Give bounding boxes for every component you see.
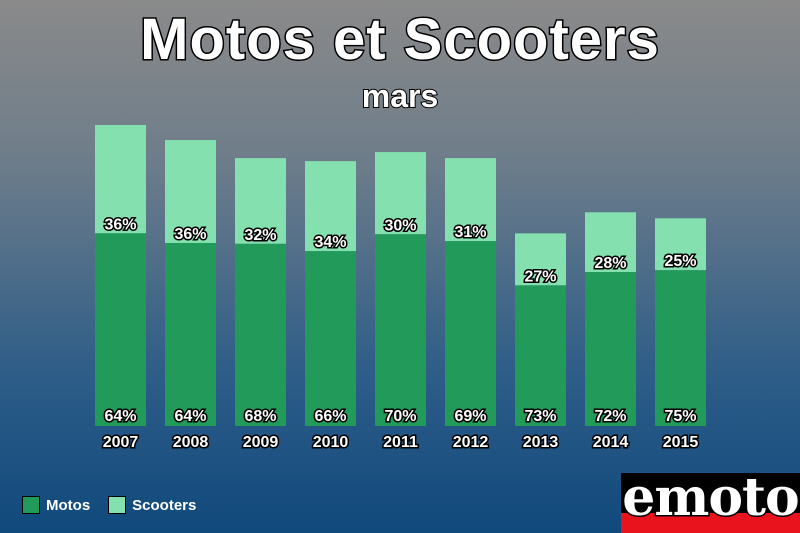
label-scooters-2010: 34% <box>314 234 346 251</box>
label-scooters-2009: 32% <box>244 227 276 244</box>
label-motos-2014: 72% <box>594 408 626 425</box>
label-scooters-2014: 28% <box>594 255 626 272</box>
legend-item-motos: Motos <box>22 496 90 514</box>
chart-subtitle: mars <box>361 77 440 115</box>
label-motos-2008: 64% <box>174 408 206 425</box>
emoto-logo: emoto <box>621 473 800 533</box>
label-scooters-2007: 36% <box>104 216 136 233</box>
label-motos-2011: 70% <box>384 408 416 425</box>
bar-motos-2008 <box>165 242 216 426</box>
bar-scooters-2008 <box>165 140 216 243</box>
bar-motos-2013 <box>515 285 566 426</box>
bar-scooters-2015 <box>655 218 706 271</box>
label-motos-2012: 69% <box>454 408 486 425</box>
x-tick-2014: 2014 <box>593 434 629 451</box>
logo-wordmark: emoto <box>621 473 800 530</box>
label-motos-2015: 75% <box>664 408 696 425</box>
x-tick-2009: 2009 <box>243 434 279 451</box>
label-motos-2009: 68% <box>244 408 276 425</box>
legend: Motos Scooters <box>22 496 214 514</box>
chart-title: Motos et Scooters <box>139 6 661 74</box>
legend-label-scooters: Scooters <box>132 496 197 514</box>
legend-swatch-motos <box>22 496 40 514</box>
label-scooters-2012: 31% <box>454 224 486 241</box>
x-tick-2008: 2008 <box>173 434 209 451</box>
x-tick-2013: 2013 <box>523 434 559 451</box>
x-tick-2012: 2012 <box>453 434 489 451</box>
logo-red-band <box>621 513 800 533</box>
legend-label-motos: Motos <box>46 496 91 514</box>
bar-scooters-2013 <box>515 233 566 286</box>
bar-scooters-2007 <box>95 125 146 234</box>
label-motos-2007: 64% <box>104 408 136 425</box>
legend-swatch-scooters <box>108 496 127 514</box>
bar-motos-2010 <box>305 251 356 426</box>
bar-motos-2015 <box>655 270 706 426</box>
bar-motos-2014 <box>585 272 636 426</box>
bar-motos-2012 <box>445 241 496 426</box>
bar-motos-2011 <box>375 234 426 426</box>
x-tick-2015: 2015 <box>663 434 699 451</box>
label-scooters-2011: 30% <box>384 217 416 234</box>
label-scooters-2013: 27% <box>524 268 556 285</box>
label-scooters-2015: 25% <box>664 253 696 270</box>
label-motos-2010: 66% <box>314 408 346 425</box>
bar-scooters-2010 <box>305 161 356 252</box>
bar-scooters-2011 <box>375 152 426 235</box>
x-tick-2007: 2007 <box>103 434 139 451</box>
bar-scooters-2009 <box>235 158 286 244</box>
label-motos-2013: 73% <box>524 408 556 425</box>
x-tick-2011: 2011 <box>383 434 418 451</box>
legend-item-scooters: Scooters <box>108 496 196 514</box>
bar-scooters-2012 <box>445 158 496 242</box>
bar-motos-2009 <box>235 243 286 426</box>
bar-motos-2007 <box>95 233 146 426</box>
label-scooters-2008: 36% <box>174 226 206 243</box>
bar-scooters-2014 <box>585 212 636 273</box>
x-tick-2010: 2010 <box>313 434 349 451</box>
